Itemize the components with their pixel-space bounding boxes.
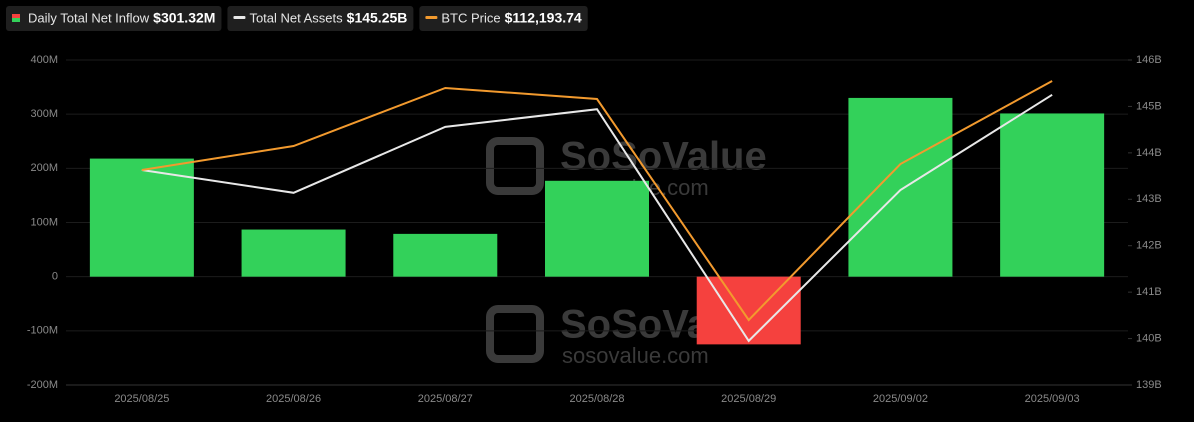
x-tick-label: 2025/08/25 — [114, 393, 169, 405]
watermark-logo — [486, 305, 544, 363]
legend-swatch — [12, 18, 20, 22]
legend-label: Daily Total Net Inflow — [28, 10, 150, 25]
legend-item: BTC Price $112,193.74 — [419, 6, 588, 31]
y2-tick-label: 144B — [1136, 147, 1162, 159]
y2-tick-label: 146B — [1136, 54, 1162, 66]
x-tick-label: 2025/08/26 — [266, 393, 321, 405]
legend-item: Daily Total Net Inflow $301.32M — [6, 6, 222, 31]
y-tick-label: 400M — [30, 54, 58, 66]
bar — [393, 233, 498, 277]
y2-tick-label: 140B — [1136, 332, 1162, 344]
bar — [545, 180, 649, 277]
y2-tick-label: 142B — [1136, 240, 1162, 252]
watermark-logo — [486, 137, 544, 195]
y-tick-label: -100M — [27, 325, 58, 337]
y2-tick-label: 143B — [1136, 193, 1162, 205]
legend-box — [227, 6, 414, 31]
legend-label: BTC Price — [441, 10, 500, 25]
legend-swatch — [233, 16, 246, 19]
y2-tick-label: 145B — [1136, 100, 1162, 112]
legend-swatch — [12, 14, 20, 18]
bar — [1000, 113, 1105, 277]
x-tick-label: 2025/08/29 — [721, 393, 776, 405]
bar — [241, 229, 346, 277]
legend-label: Total Net Assets — [249, 10, 343, 25]
x-tick-label: 2025/08/27 — [418, 393, 473, 405]
legend-swatch — [425, 16, 438, 19]
legend-box — [6, 6, 222, 31]
y-tick-label: -200M — [27, 379, 58, 391]
bar — [848, 97, 953, 277]
y-tick-label: 200M — [30, 162, 58, 174]
legend-value: $112,193.74 — [505, 10, 582, 26]
watermark: SoSoValue — [560, 135, 767, 179]
x-tick-label: 2025/09/03 — [1025, 393, 1080, 405]
legend-value: $145.25B — [347, 10, 408, 26]
line-series — [141, 93, 1053, 343]
y2-tick-label: 141B — [1136, 286, 1162, 298]
bar — [89, 158, 194, 277]
watermark-url: sosovalue.com — [562, 343, 709, 368]
y-tick-label: 100M — [30, 216, 58, 228]
legend-item: Total Net Assets $145.25B — [227, 6, 414, 31]
x-tick-label: 2025/08/28 — [569, 393, 624, 405]
line-series — [141, 80, 1053, 322]
y2-tick-label: 139B — [1136, 379, 1162, 391]
x-tick-label: 2025/09/02 — [873, 393, 928, 405]
y-tick-label: 0 — [52, 271, 58, 283]
y-tick-label: 300M — [30, 108, 58, 120]
legend-value: $301.32M — [153, 10, 215, 26]
legend-box — [419, 6, 588, 31]
